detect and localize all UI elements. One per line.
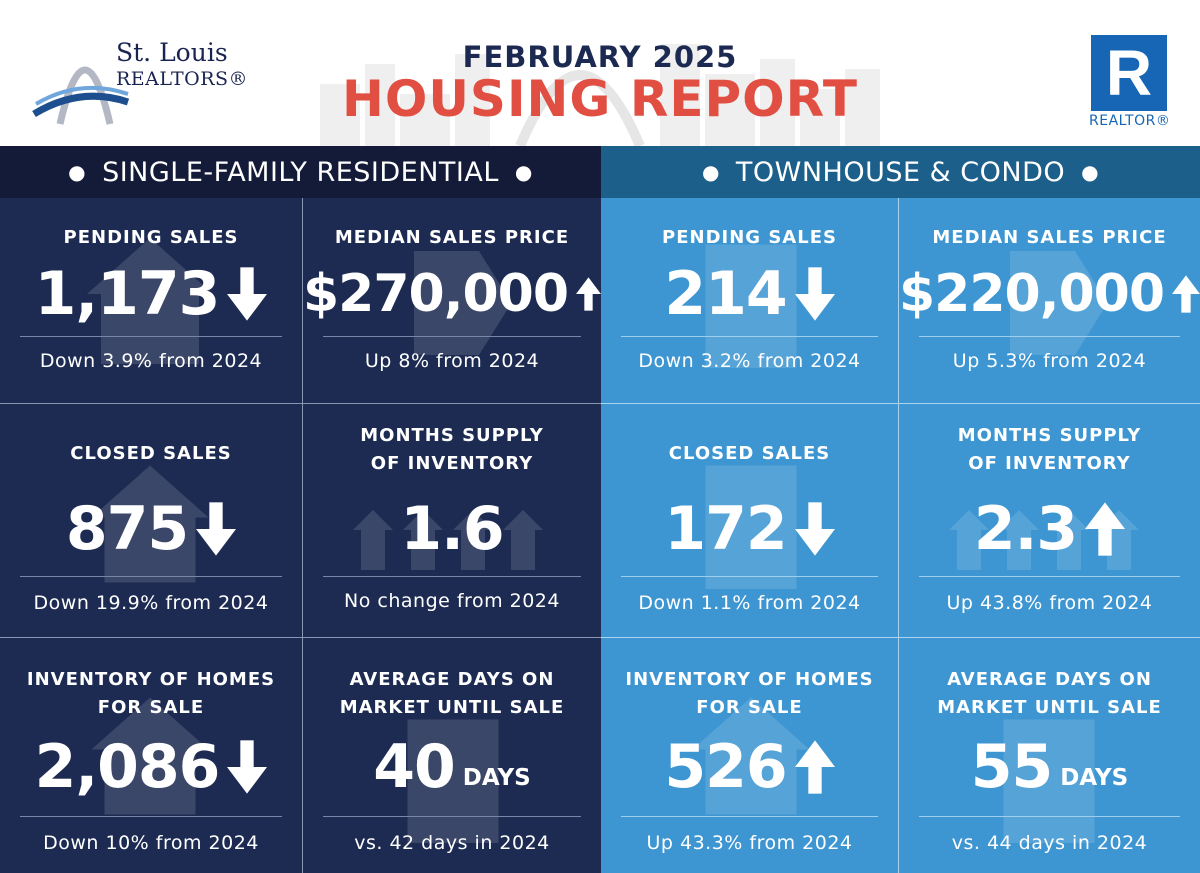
realtor-r-icon: R	[1091, 35, 1167, 111]
logo-text-realtors: REALTORS®	[116, 68, 249, 90]
sfr-median-price-value: $270,000	[303, 264, 569, 324]
tc-inventory-label-2: FOR SALE	[696, 697, 803, 718]
single-family-heading: ● SINGLE-FAMILY RESIDENTIAL ●	[0, 146, 601, 198]
sfr-pending-sales-card: PENDING SALES 1,173 Down 3.9% from 2024	[0, 198, 303, 404]
tc-inventory-value: 526	[664, 732, 787, 802]
arrow-down-icon	[795, 499, 835, 559]
divider	[919, 336, 1180, 337]
sfr-closed-sales-change: Down 19.9% from 2024	[33, 592, 269, 614]
report-title: HOUSING REPORT	[341, 70, 859, 128]
sfr-closed-sales-value: 875	[65, 494, 189, 564]
arrow-up-icon	[1172, 264, 1200, 324]
bullet-icon: ●	[1081, 160, 1100, 184]
sfr-months-supply-card: MONTHS SUPPLY OF INVENTORY 1.6 No change…	[303, 404, 601, 638]
townhouse-condo-panel: PENDING SALES 214 Down 3.2% from 2024 ME…	[601, 198, 1200, 873]
divider	[323, 576, 581, 577]
tc-days-on-market-label-1: AVERAGE DAYS ON	[947, 669, 1152, 690]
sfr-inventory-label-1: INVENTORY OF HOMES	[26, 669, 276, 690]
realtor-logo: R REALTOR®	[1089, 35, 1171, 131]
report-month: FEBRUARY 2025	[462, 40, 738, 74]
arrow-down-icon	[196, 499, 236, 559]
sfr-days-on-market-label-2: MARKET UNTIL SALE	[339, 697, 565, 718]
sfr-inventory-value: 2,086	[34, 732, 221, 802]
sfr-inventory-label-2: FOR SALE	[97, 697, 205, 718]
bullet-icon: ●	[68, 160, 87, 184]
st-louis-realtors-logo: St. Louis REALTORS®	[30, 36, 248, 126]
arrow-up-icon	[795, 737, 835, 797]
divider	[621, 336, 878, 337]
tc-pending-sales-value: 214	[664, 259, 787, 329]
tc-median-price-change: Up 5.3% from 2024	[952, 350, 1147, 372]
bullet-icon: ●	[514, 160, 533, 184]
city-skyline-graphic	[320, 44, 880, 146]
sfr-closed-sales-card: CLOSED SALES 875 Down 19.9% from 2024	[0, 404, 303, 638]
sfr-inventory-card: INVENTORY OF HOMES FOR SALE 2,086 Down 1…	[0, 638, 303, 873]
tc-closed-sales-card: CLOSED SALES 172 Down 1.1% from 2024	[601, 404, 899, 638]
tc-inventory-label-1: INVENTORY OF HOMES	[625, 669, 874, 690]
tc-days-on-market-label-2: MARKET UNTIL SALE	[937, 697, 1162, 718]
tc-days-unit: DAYS	[1060, 765, 1129, 791]
townhouse-condo-heading: ● TOWNHOUSE & CONDO ●	[601, 146, 1200, 198]
tc-pending-sales-label: PENDING SALES	[662, 227, 837, 248]
arrow-down-icon	[227, 737, 267, 797]
tc-median-price-label: MEDIAN SALES PRICE	[932, 227, 1167, 248]
tc-closed-sales-label: CLOSED SALES	[668, 443, 831, 464]
sfr-median-price-change: Up 8% from 2024	[364, 350, 540, 372]
divider	[20, 816, 282, 817]
sfr-months-supply-label-1: MONTHS SUPPLY	[360, 425, 544, 446]
tc-pending-sales-card: PENDING SALES 214 Down 3.2% from 2024	[601, 198, 899, 404]
sfr-median-price-card: MEDIAN SALES PRICE $270,000 Up 8% from 2…	[303, 198, 601, 404]
divider	[621, 576, 878, 577]
tc-inventory-change: Up 43.3% from 2024	[646, 832, 853, 854]
divider	[919, 816, 1180, 817]
logo-text-st-louis: St. Louis	[116, 38, 228, 67]
divider	[20, 576, 282, 577]
arrow-up-icon	[1085, 499, 1125, 559]
tc-closed-sales-value: 172	[664, 494, 787, 564]
sfr-median-price-label: MEDIAN SALES PRICE	[334, 227, 570, 248]
sfr-pending-sales-label: PENDING SALES	[63, 227, 239, 248]
realtor-r-letter: R	[1105, 37, 1153, 109]
tc-pending-sales-change: Down 3.2% from 2024	[638, 350, 861, 372]
tc-median-price-value: $220,000	[899, 264, 1165, 324]
divider	[323, 816, 581, 817]
tc-months-supply-label-1: MONTHS SUPPLY	[957, 425, 1142, 446]
tc-months-supply-change: Up 43.8% from 2024	[946, 592, 1153, 614]
sfr-months-supply-label-2: OF INVENTORY	[370, 453, 534, 474]
sfr-pending-sales-value: 1,173	[34, 259, 221, 329]
single-family-panel: PENDING SALES 1,173 Down 3.9% from 2024 …	[0, 198, 601, 873]
sfr-days-on-market-change: vs. 42 days in 2024	[354, 832, 550, 854]
arrow-down-icon	[227, 264, 267, 324]
bullet-icon: ●	[701, 160, 720, 184]
arrow-up-icon	[576, 267, 601, 321]
tc-median-price-card: MEDIAN SALES PRICE $220,000 Up 5.3% from…	[899, 198, 1200, 404]
tc-days-on-market-card: AVERAGE DAYS ON MARKET UNTIL SALE 55 DAY…	[899, 638, 1200, 873]
sfr-months-supply-value: 1.6	[400, 494, 504, 564]
tc-days-on-market-change: vs. 44 days in 2024	[951, 832, 1148, 854]
divider	[621, 816, 878, 817]
divider	[323, 336, 581, 337]
arch-icon	[32, 66, 130, 125]
single-family-heading-text: SINGLE-FAMILY RESIDENTIAL	[102, 156, 499, 188]
sfr-days-on-market-label-1: AVERAGE DAYS ON	[349, 669, 555, 690]
tc-months-supply-value: 2.3	[973, 494, 1078, 564]
tc-closed-sales-change: Down 1.1% from 2024	[638, 592, 861, 614]
sfr-pending-sales-change: Down 3.9% from 2024	[39, 350, 263, 372]
sfr-months-supply-change: No change from 2024	[344, 590, 560, 612]
divider	[919, 576, 1180, 577]
sfr-days-unit: DAYS	[462, 765, 531, 791]
arrow-down-icon	[795, 264, 835, 324]
sfr-inventory-change: Down 10% from 2024	[43, 832, 259, 854]
sfr-days-on-market-value: 40	[373, 732, 455, 802]
sfr-days-on-market-card: AVERAGE DAYS ON MARKET UNTIL SALE 40 DAY…	[303, 638, 601, 873]
report-header: St. Louis REALTORS® FEBRUARY 2025 HOUSIN…	[0, 0, 1200, 146]
realtor-wordmark: REALTOR®	[1089, 113, 1171, 129]
tc-inventory-card: INVENTORY OF HOMES FOR SALE 526 Up 43.3%…	[601, 638, 899, 873]
tc-months-supply-label-2: OF INVENTORY	[968, 453, 1131, 474]
tc-months-supply-card: MONTHS SUPPLY OF INVENTORY 2.3 Up 43.8% …	[899, 404, 1200, 638]
townhouse-condo-heading-text: TOWNHOUSE & CONDO	[735, 156, 1066, 188]
tc-days-on-market-value: 55	[970, 732, 1053, 802]
divider	[20, 336, 282, 337]
sfr-closed-sales-label: CLOSED SALES	[70, 443, 232, 464]
